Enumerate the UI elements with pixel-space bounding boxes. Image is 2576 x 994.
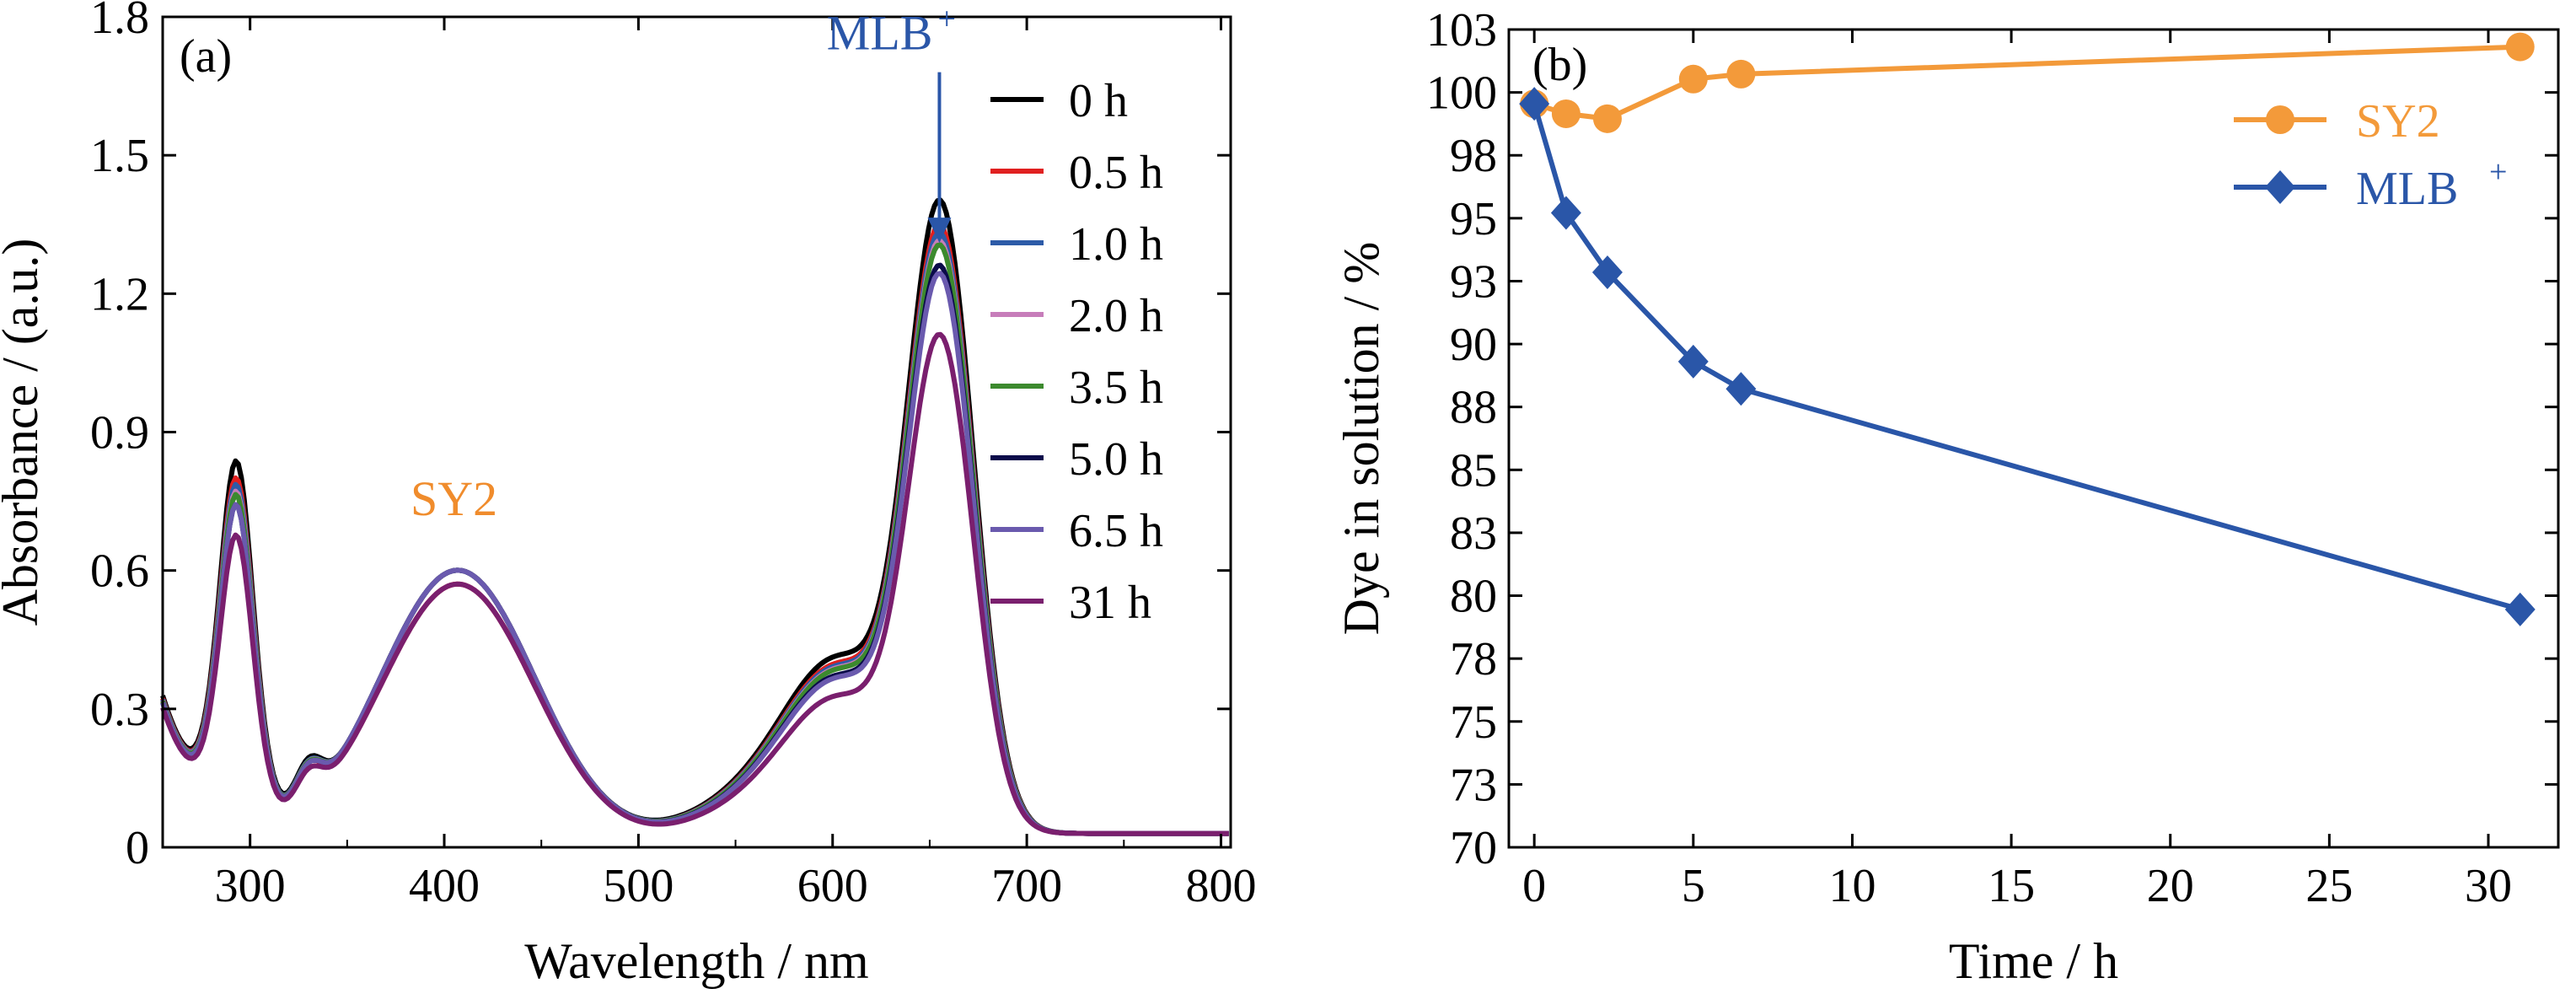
data-point-diamond [1591, 255, 1623, 290]
y-tick-label: 1.5 [90, 130, 149, 182]
x-tick-label: 5 [1682, 860, 1705, 912]
plot-frame-b [1507, 28, 2560, 849]
x-tick-label: 700 [991, 860, 1062, 912]
x-tick-label: 10 [1828, 860, 1876, 912]
annotation-sy2: SY2 [411, 471, 497, 526]
y-tick-label: 78 [1450, 633, 1497, 685]
panel-label-b: (b) [1532, 39, 1587, 91]
decrease-arrow-head [927, 218, 952, 244]
legend-b: SY2 MLB + [2234, 95, 2507, 215]
y-tick-label: 85 [1450, 444, 1497, 497]
data-point-diamond [1519, 87, 1550, 121]
x-tick-label: 600 [797, 860, 868, 912]
legend-label: 0.5 h [1069, 147, 1163, 199]
x-tick-label: 0 [1522, 860, 1546, 912]
y-tick-label: 0.9 [90, 407, 149, 459]
y-tick-label: 83 [1450, 508, 1497, 560]
panel-label-a: (a) [180, 30, 232, 83]
y-tick-label: 90 [1450, 319, 1497, 371]
y-tick-label: 0 [126, 822, 149, 874]
x-tick-label: 20 [2147, 860, 2194, 912]
series-mlb- [1519, 87, 2536, 626]
x-tick-label: 300 [215, 860, 286, 912]
legend-label-sy2: SY2 [2356, 95, 2440, 148]
y-tick-label: 98 [1450, 130, 1497, 182]
legend-label-mlb-superscript: + [2489, 154, 2507, 190]
y-tick-label: 103 [1426, 4, 1497, 56]
y-tick-label: 88 [1450, 382, 1497, 434]
x-tick-label: 800 [1185, 860, 1256, 912]
panel-b-dye-in-solution-chart: 0 5 10 15 20 25 30 70 73 75 78 80 83 85 88 90 93 95 98 100 1… [1334, 4, 2560, 989]
y-tick-label: 0.3 [90, 684, 149, 736]
data-point-circle [1551, 99, 1580, 128]
legend-label: 31 h [1069, 577, 1151, 629]
annotation-mlb: MLB [827, 5, 933, 60]
legend-label: 6.5 h [1069, 505, 1163, 557]
y-tick-label: 75 [1450, 696, 1497, 749]
x-tick-label: 25 [2305, 860, 2353, 912]
legend-label-mlb: MLB [2356, 163, 2458, 215]
spectra-series-group [160, 197, 1229, 836]
y-tick-label: 93 [1450, 255, 1497, 308]
x-tick-label: 400 [409, 860, 480, 912]
y-tick-label: 0.6 [90, 545, 149, 598]
data-point-diamond [2504, 592, 2536, 626]
y-tick-label: 1.2 [90, 268, 149, 320]
data-point-diamond [1725, 372, 1757, 406]
legend-a: 0 h 0.5 h 1.0 h 2.0 h 3.5 h 5.0 h 6.5 h 31 h [990, 75, 1163, 629]
data-point-circle [1726, 59, 1756, 89]
y-tick-label: 95 [1450, 193, 1497, 245]
y-tick-label: 1.8 [90, 0, 149, 44]
plot-frame-a [161, 15, 1232, 849]
legend-label: 0 h [1069, 75, 1128, 127]
data-point-circle [1678, 64, 1708, 94]
legend-marker-sy2 [2266, 105, 2294, 134]
series-line [1532, 103, 2521, 612]
x-axis-title: Wavelength / nm [524, 933, 868, 989]
y-axis-title: Absorbance / (a.u.) [0, 239, 48, 626]
y-tick-label: 100 [1426, 67, 1497, 120]
panel-a-absorbance-chart: 300 400 500 600 700 800 0 0.3 0.6 0.9 1.2 1.5 1.8 Wav… [0, 0, 1256, 989]
x-tick-label: 30 [2465, 860, 2512, 912]
data-point-diamond [1550, 196, 1581, 230]
data-point-diamond [1677, 344, 1709, 379]
data-point-circle [2505, 32, 2535, 62]
y-axis-title: Dye in solution / % [1334, 242, 1389, 636]
legend-marker-mlb [2265, 170, 2295, 204]
y-tick-label: 73 [1450, 759, 1497, 811]
annotation-mlb-superscript: + [937, 1, 955, 36]
x-tick-label: 15 [1988, 860, 2035, 912]
legend-label: 5.0 h [1069, 433, 1163, 486]
legend-label: 3.5 h [1069, 362, 1163, 414]
legend-label: 2.0 h [1069, 290, 1163, 342]
data-point-circle [1592, 104, 1622, 133]
legend-label: 1.0 h [1069, 218, 1163, 271]
x-axis-title: Time / h [1949, 933, 2118, 989]
y-tick-label: 70 [1450, 822, 1497, 874]
x-tick-label: 500 [603, 860, 674, 912]
y-tick-label: 80 [1450, 571, 1497, 623]
spectrum-line-31-h [160, 331, 1229, 836]
